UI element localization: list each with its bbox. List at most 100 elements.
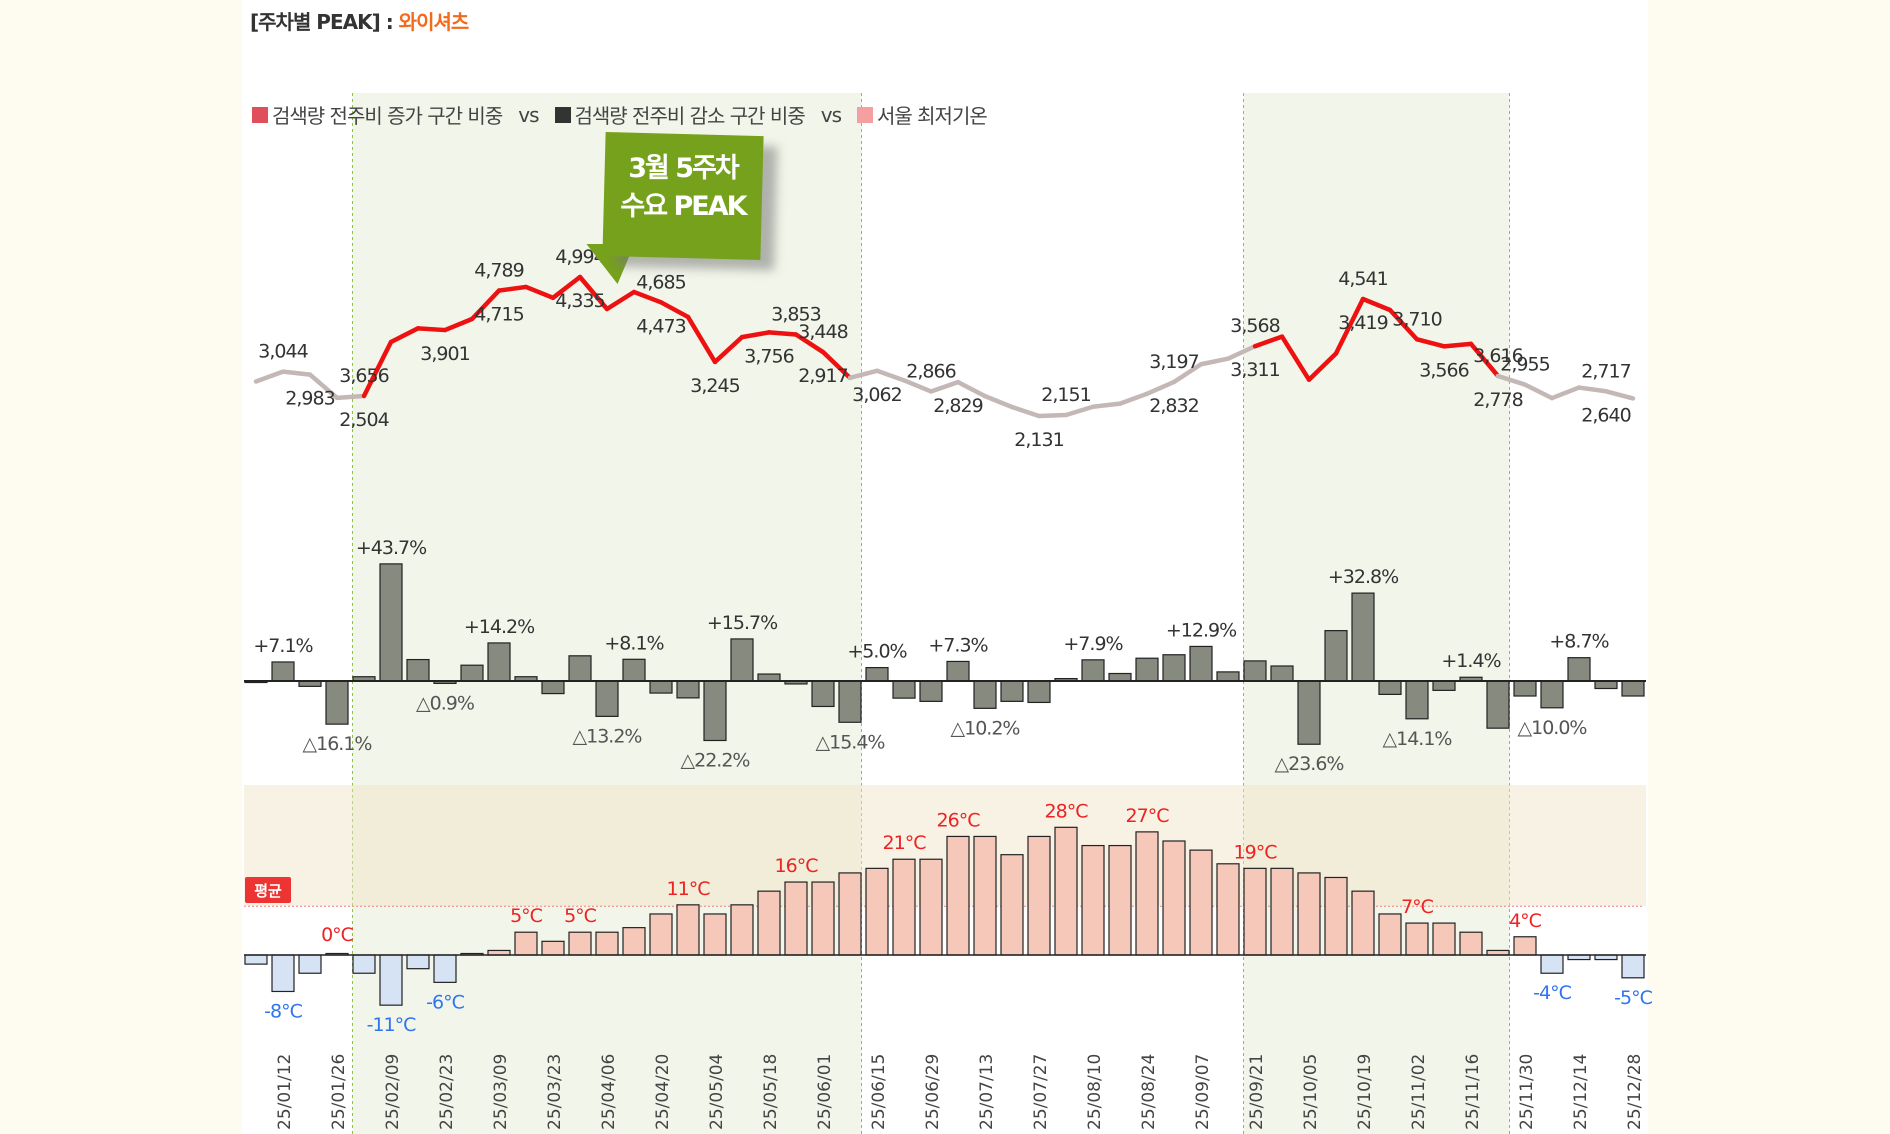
x-tick-label: 25/11/02 xyxy=(1409,1054,1429,1130)
wow-change-bar xyxy=(1216,671,1240,682)
temperature-label: 0°C xyxy=(321,924,354,946)
search-volume-label: 2,829 xyxy=(933,395,982,417)
x-tick-label: 25/09/07 xyxy=(1193,1054,1213,1130)
search-volume-label: 4,789 xyxy=(474,260,523,282)
x-tick-label: 25/06/29 xyxy=(923,1054,943,1130)
x-tick-label: 25/04/20 xyxy=(653,1054,673,1130)
temperature-bar xyxy=(784,881,808,956)
search-volume-line-segment xyxy=(1522,382,1555,401)
temperature-bar xyxy=(568,931,592,956)
wow-change-bar xyxy=(1162,654,1186,682)
wow-change-label: △15.4% xyxy=(816,731,885,753)
temperature-bar xyxy=(271,954,295,993)
search-volume-line-segment xyxy=(1333,296,1366,356)
temperature-bar xyxy=(811,881,835,956)
search-volume-line-segment xyxy=(1279,334,1312,382)
wow-change-label: △13.2% xyxy=(573,725,642,747)
wow-change-bar xyxy=(649,680,673,694)
search-volume-label: 3,710 xyxy=(1392,308,1441,330)
wow-change-label: +32.8% xyxy=(1328,566,1398,588)
x-tick-label: 25/11/16 xyxy=(1463,1054,1483,1130)
search-volume-label: 3,853 xyxy=(771,303,820,325)
x-tick-label: 25/09/21 xyxy=(1247,1054,1267,1130)
wow-change-bar xyxy=(541,680,565,695)
temperature-bar xyxy=(406,954,430,970)
x-tick-label: 25/04/06 xyxy=(599,1054,619,1130)
search-volume-label: 3,044 xyxy=(258,341,308,363)
legend: 검색량 전주비 증가 구간 비중 vs 검색량 전주비 감소 구간 비중 vs … xyxy=(252,100,988,129)
search-volume-line-segment xyxy=(1603,389,1636,401)
search-volume-label: 3,566 xyxy=(1419,359,1468,381)
wow-change-bar xyxy=(1297,680,1321,745)
search-volume-label: 3,901 xyxy=(420,343,469,365)
average-badge-label: 평균 xyxy=(254,882,282,900)
legend-swatch-decrease xyxy=(554,107,571,123)
legend-swatch-increase xyxy=(252,107,268,123)
temperature-bar xyxy=(946,835,970,956)
search-volume-line-segment xyxy=(415,326,448,333)
temperature-bar xyxy=(1162,840,1186,956)
wow-change-label: △23.6% xyxy=(1275,753,1344,775)
legend-item-increase: 검색량 전주비 증가 구간 비중 xyxy=(252,100,503,129)
wow-change-bar xyxy=(1000,680,1024,702)
search-volume-label: 2,640 xyxy=(1581,404,1630,426)
wow-change-bar xyxy=(325,680,349,725)
x-tick-label: 25/02/09 xyxy=(383,1054,403,1130)
search-volume-label: 3,062 xyxy=(852,384,901,406)
search-volume-line-segment xyxy=(307,372,340,401)
temperature-bar xyxy=(1324,876,1348,956)
search-volume-line-segment xyxy=(1360,296,1393,313)
temperature-bar xyxy=(244,954,268,965)
temperature-bar xyxy=(433,954,457,983)
temperature-bar xyxy=(1216,863,1240,956)
search-volume-label: 4,715 xyxy=(474,304,523,326)
temperature-label: -6°C xyxy=(426,991,464,1013)
search-volume-line-segment xyxy=(982,393,1015,410)
wow-change-bar xyxy=(892,680,916,699)
wow-change-bar xyxy=(919,680,943,702)
search-volume-label: 2,717 xyxy=(1581,360,1630,382)
search-volume-line-segment xyxy=(550,274,583,301)
legend-vs: vs xyxy=(820,102,842,127)
search-volume-line-segment xyxy=(334,393,367,401)
search-volume-label: 3,448 xyxy=(798,321,847,343)
legend-label-temp: 서울 최저기온 xyxy=(877,104,988,128)
temperature-bar xyxy=(1135,831,1159,956)
search-volume-line-segment xyxy=(1387,307,1420,342)
search-volume-line-segment xyxy=(1063,404,1096,418)
wow-change-bar xyxy=(1324,630,1348,682)
callout-line1: 3월 5주차 xyxy=(628,153,740,184)
wow-change-label: +8.7% xyxy=(1549,631,1608,653)
search-volume-line-segment xyxy=(1414,337,1447,349)
wow-change-label: +5.0% xyxy=(847,641,906,663)
wow-change-bar xyxy=(1243,660,1267,682)
search-volume-line-segment xyxy=(1252,334,1285,349)
x-tick-label: 25/10/05 xyxy=(1301,1054,1321,1130)
search-volume-line-segment xyxy=(820,349,853,381)
wow-change-bar xyxy=(1027,680,1051,704)
temp-above-average-band xyxy=(244,785,1646,907)
search-volume-label: 2,917 xyxy=(798,365,847,387)
wow-change-bar xyxy=(1540,680,1564,709)
search-volume-line-segment xyxy=(928,379,961,394)
temperature-bar xyxy=(1108,844,1132,956)
wow-change-label: +43.7% xyxy=(356,537,426,559)
search-volume-line-segment xyxy=(874,368,907,383)
wow-change-bar xyxy=(1486,680,1510,729)
search-volume-label: 2,131 xyxy=(1014,429,1063,451)
search-volume-line-segment xyxy=(1306,351,1339,382)
temperature-bar xyxy=(838,872,862,956)
temperature-bar xyxy=(649,913,673,956)
temperature-bar xyxy=(1054,826,1078,956)
x-tick-label: 25/10/19 xyxy=(1355,1054,1375,1130)
temperature-bar xyxy=(1405,922,1429,956)
temperature-bar xyxy=(1459,931,1483,956)
temperature-bar xyxy=(1297,872,1321,956)
search-volume-label: 3,419 xyxy=(1338,312,1387,334)
search-volume-label: 4,335 xyxy=(555,290,604,312)
temperature-bar xyxy=(352,954,376,974)
wow-change-bar xyxy=(1621,680,1645,697)
search-volume-label: 4,473 xyxy=(636,315,685,337)
temperature-bar xyxy=(379,954,403,1006)
